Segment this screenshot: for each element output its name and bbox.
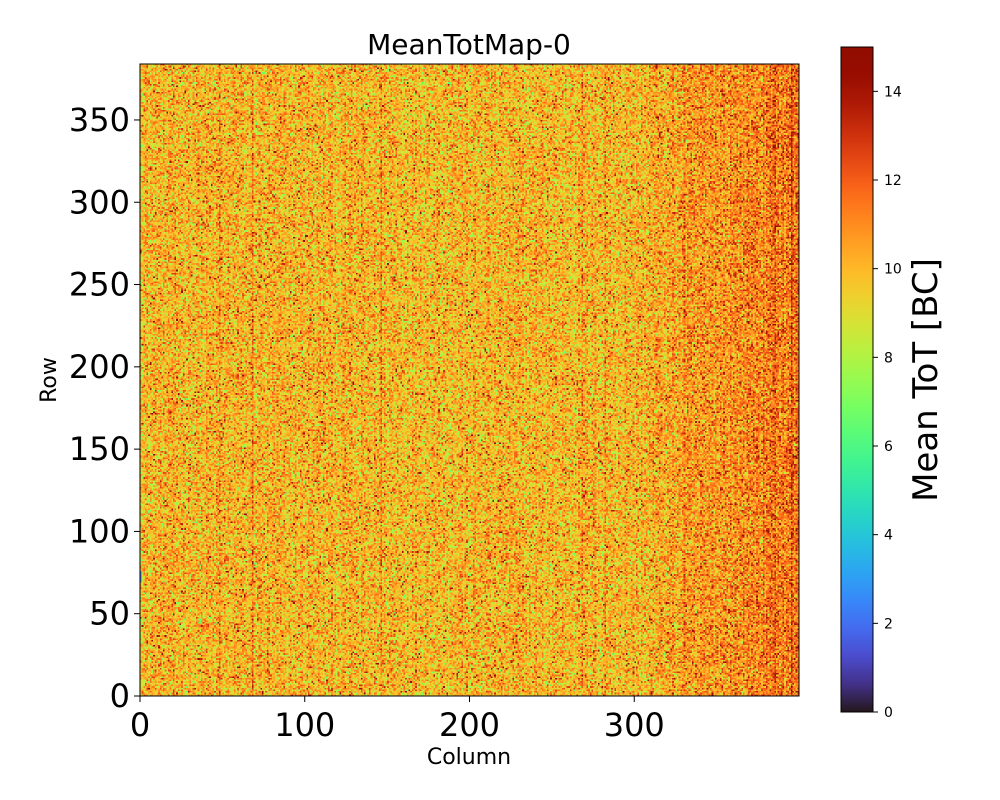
y-tick-label: 150 [69, 430, 130, 468]
heatmap-pixels [140, 64, 799, 696]
x-tick-label: 100 [274, 706, 335, 744]
x-tick-label: 300 [604, 706, 665, 744]
colorbar-tick-label: 10 [884, 262, 902, 278]
y-tick-label: 50 [89, 595, 130, 633]
colorbar-gradient [840, 46, 874, 713]
colorbar-tick-label: 2 [884, 616, 893, 632]
y-tick-label: 350 [69, 101, 130, 139]
colorbar-label: Mean ToT [BC] [906, 258, 946, 502]
colorbar-tick-label: 8 [884, 350, 893, 366]
y-tick-label: 100 [69, 512, 130, 550]
y-tick-label: 250 [69, 266, 130, 304]
x-axis: 0 100 200 300 [130, 696, 665, 744]
colorbar-tick-label: 14 [884, 84, 902, 100]
y-axis-label: Row [37, 357, 62, 403]
colorbar-tick-label: 0 [884, 705, 893, 721]
colorbar: 0 2 4 6 8 10 12 14 [840, 46, 902, 721]
y-tick-label: 300 [69, 183, 130, 221]
colorbar-tick-label: 12 [884, 173, 902, 189]
colorbar-tick-label: 4 [884, 528, 893, 544]
x-tick-label: 0 [130, 706, 150, 744]
x-tick-label: 200 [439, 706, 500, 744]
y-tick-label: 200 [69, 348, 130, 386]
heatmap-area [139, 63, 800, 697]
y-axis: 0 50 100 150 200 250 300 350 [69, 101, 140, 715]
y-tick-label: 0 [110, 677, 130, 715]
chart-title: MeanTotMap-0 [367, 28, 571, 61]
x-axis-label: Column [427, 745, 511, 770]
colorbar-tick-label: 6 [884, 439, 893, 455]
colorbar-ticks: 0 2 4 6 8 10 12 14 [873, 84, 902, 721]
